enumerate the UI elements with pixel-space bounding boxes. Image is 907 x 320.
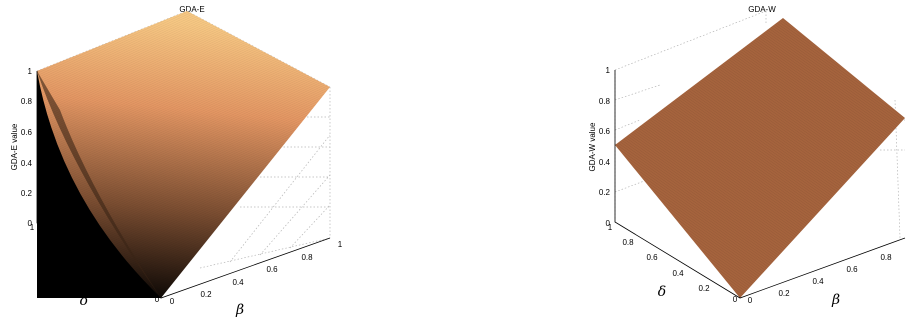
grid-line — [289, 204, 331, 249]
grid-line — [199, 237, 331, 269]
x-tick-label: 0.6 — [266, 265, 278, 274]
x-tick-label: 0.2 — [200, 290, 212, 299]
z-tick-label: 0.2 — [599, 188, 611, 197]
z-tick-label: 0.4 — [599, 158, 611, 167]
y-tick-label: 0.4 — [672, 269, 684, 278]
z-tick-label: 0.6 — [21, 128, 33, 137]
y-tick-label: 0.8 — [622, 238, 634, 247]
chart-gda-e: GDA-E 0 0.2 0.4 0.6 0.8 1 GDA-E va — [10, 5, 343, 318]
x-ticks: 0 0.2 0.4 0.6 0.8 — [748, 253, 892, 305]
y-tick-label: 1 — [30, 223, 35, 232]
z-tick-label: 1 — [606, 66, 611, 75]
y-axis-label: δ — [658, 284, 666, 300]
grid-line — [614, 119, 641, 131]
y-tick-label: 0 — [733, 295, 738, 304]
z-tick-label: 0.8 — [21, 97, 33, 106]
z-tick-label: 0 — [28, 219, 33, 228]
y-ticks: 0 0.2 0.4 0.6 0.8 1 — [30, 223, 160, 304]
z-tick-label: 0.2 — [21, 189, 33, 198]
x-tick-label: 0.6 — [846, 265, 858, 274]
grid-line — [229, 134, 331, 263]
surface-mesh — [37, 11, 330, 298]
x-tick-label: 0.8 — [301, 253, 313, 262]
z-axis — [36, 71, 331, 299]
z-axis — [614, 70, 906, 299]
z-tick-label: 0.4 — [21, 159, 33, 168]
z-axis-label: GDA-W value — [588, 122, 597, 171]
grid-line — [614, 84, 661, 101]
y-tick-label: 0.6 — [646, 253, 658, 262]
z-ticks: 0 0.2 0.4 0.6 0.8 1 — [21, 67, 33, 228]
y-tick-label: 0.8 — [42, 238, 54, 247]
z-tick-label: 0.6 — [599, 127, 611, 136]
y-tick-label: 0.4 — [94, 269, 106, 278]
y-tick-label: 0 — [155, 295, 160, 304]
z-axis-label: GDA-E value — [10, 123, 19, 170]
x-tick-label: 1 — [338, 240, 343, 249]
z-tick-label: 0.8 — [599, 97, 611, 106]
chart-title: GDA-W — [748, 5, 776, 14]
chart-title: GDA-E — [179, 5, 204, 14]
x-tick-label: 0.2 — [778, 289, 790, 298]
x-tick-label: 0.4 — [232, 278, 244, 287]
z-ticks: 0 0.2 0.4 0.6 0.8 1 — [599, 66, 611, 228]
z-tick-label: 0 — [606, 219, 611, 228]
z-tick-label: 1 — [28, 67, 33, 76]
grid-line — [259, 174, 331, 256]
y-tick-label: 1 — [608, 223, 613, 232]
surface-mesh — [615, 18, 905, 298]
x-tick-label: 0.4 — [812, 277, 824, 286]
x-tick-label: 0 — [748, 296, 753, 305]
chart-gda-w: GDA-W 0 0.2 0.4 0.6 0.8 1 GDA-W value 0 — [588, 5, 906, 308]
x-tick-label: 0 — [170, 297, 175, 306]
x-ticks: 0 0.2 0.4 0.6 0.8 1 — [170, 240, 343, 306]
y-axis-label: δ — [80, 293, 88, 309]
y-ticks: 0 0.2 0.4 0.6 0.8 1 — [608, 223, 738, 304]
grid-line — [614, 159, 701, 193]
x-axis-label: β — [831, 292, 840, 308]
y-tick-label: 0.6 — [68, 255, 80, 264]
y-tick-label: 0.2 — [119, 284, 131, 293]
x-tick-label: 0.8 — [880, 253, 892, 262]
grid-line — [614, 10, 767, 71]
y-tick-label: 0.2 — [698, 284, 710, 293]
x-axis-label: β — [235, 302, 244, 318]
